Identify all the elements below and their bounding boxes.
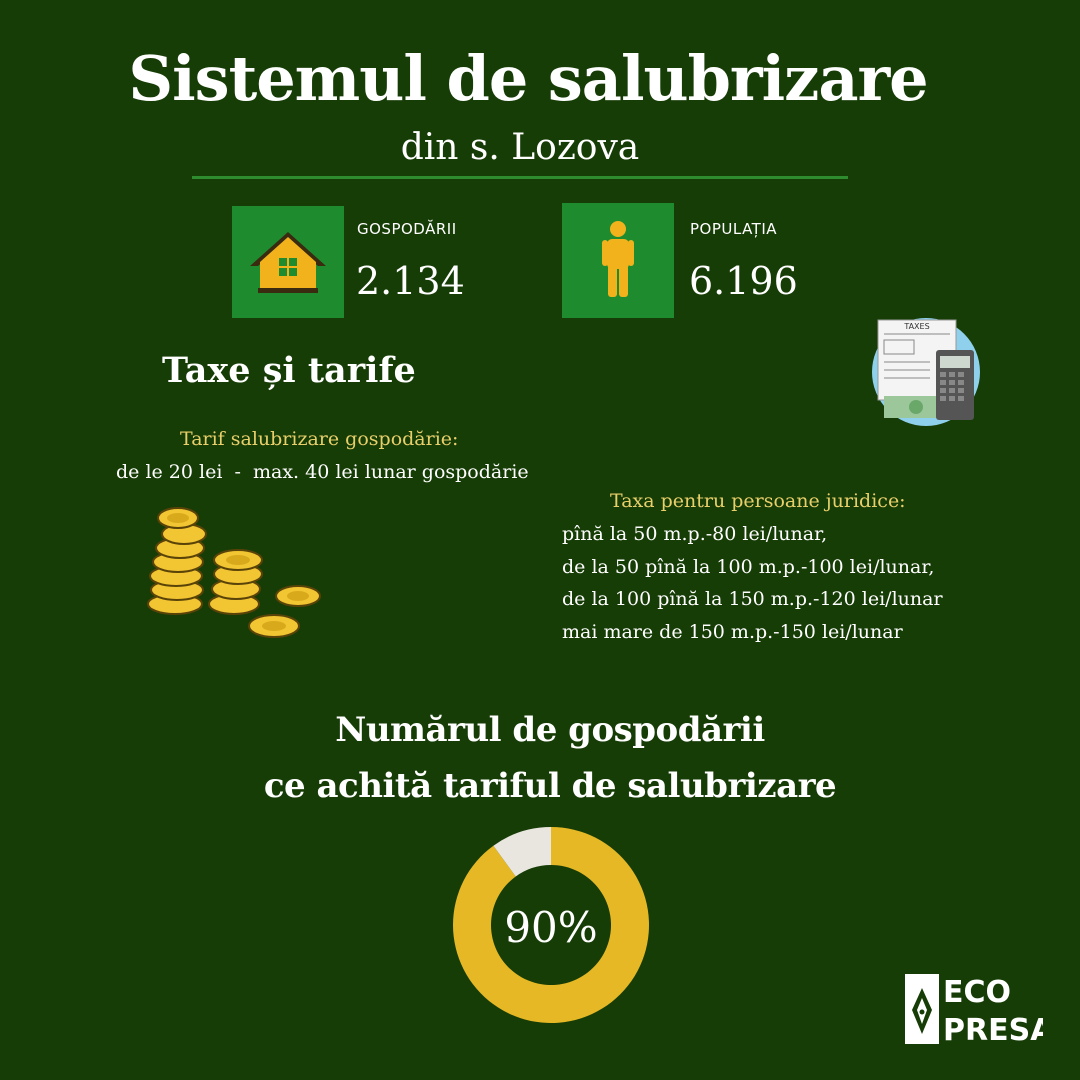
population-label: POPULAȚIA xyxy=(690,220,778,238)
legal-entities-line: mai mare de 150 m.p.-150 lei/lunar xyxy=(562,620,903,643)
svg-text:PRESA: PRESA xyxy=(943,1013,1043,1048)
house-icon xyxy=(250,232,326,293)
svg-text:TAXES: TAXES xyxy=(903,322,929,331)
person-icon xyxy=(602,221,634,297)
legal-entities-list: pînă la 50 m.p.-80 lei/lunar, de la 50 p… xyxy=(562,518,943,648)
chart-title-line-1: Numărul de gospodării xyxy=(335,710,765,750)
legal-entities-line: de la 100 pînă la 150 m.p.-120 lei/lunar xyxy=(562,588,943,610)
title-divider xyxy=(192,176,848,179)
page-subtitle: din s. Lozova xyxy=(400,127,640,168)
taxes-section-title: Taxe și tarife xyxy=(162,350,416,391)
legal-entities-heading: Taxa pentru persoane juridice: xyxy=(610,490,906,512)
ecopresa-logo: ECO PRESA xyxy=(905,974,1043,1048)
household-tariff-text: de le 20 lei - max. 40 lei lunar gospodă… xyxy=(116,461,529,483)
chart-section-title: Numărul de gospodării ce achită tariful … xyxy=(0,702,1080,814)
legal-entities-line: pînă la 50 m.p.-80 lei/lunar, xyxy=(562,523,828,545)
taxes-calculator-icon: TAXES xyxy=(872,318,980,426)
population-icon-box xyxy=(562,203,674,318)
svg-text:ECO: ECO xyxy=(943,975,1011,1010)
household-tariff-heading: Tarif salubrizare gospodărie: xyxy=(180,428,459,450)
households-label: GOSPODĂRII xyxy=(357,220,457,238)
donut-slice-1 xyxy=(493,827,551,877)
households-value: 2.134 xyxy=(356,259,465,303)
donut-center-label: 90% xyxy=(504,903,597,952)
coins-icon xyxy=(147,507,321,638)
page-title: Sistemul de salubrizare xyxy=(128,42,928,115)
households-icon-box xyxy=(232,206,344,318)
population-value: 6.196 xyxy=(689,259,798,303)
donut-slice-0 xyxy=(453,827,649,1023)
legal-entities-line: de la 50 pînă la 100 m.p.-100 lei/lunar, xyxy=(562,555,935,578)
chart-title-line-2: ce achită tariful de salubrizare xyxy=(263,766,837,806)
donut-chart: 90% xyxy=(453,827,649,1023)
